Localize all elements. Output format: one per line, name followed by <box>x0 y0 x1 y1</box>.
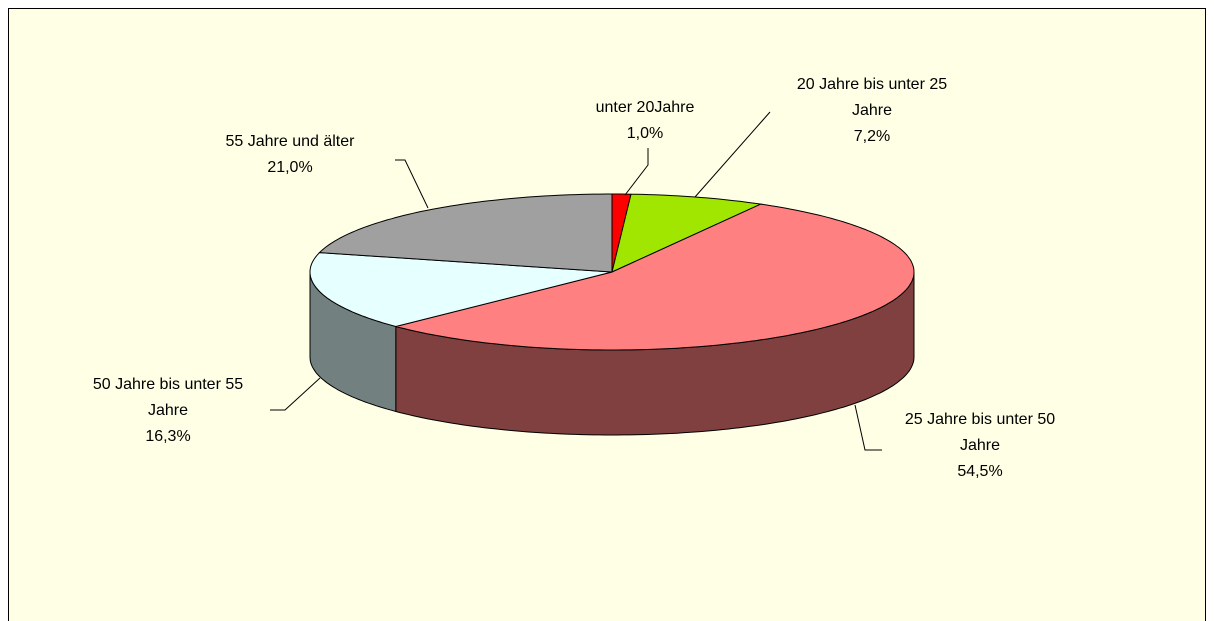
label-value: 1,0% <box>626 125 664 142</box>
leader-line <box>854 404 882 451</box>
data-label: 55 Jahre und älter 21,0% <box>195 129 385 181</box>
slice <box>309 252 613 328</box>
leader-line <box>395 159 429 209</box>
data-label: 20 Jahre bis unter 25 Jahre 7,2% <box>777 72 967 150</box>
data-label: 50 Jahre bis unter 55 Jahre 16,3% <box>73 372 263 450</box>
label-category: unter 20Jahre <box>595 99 695 116</box>
leader-line <box>270 377 321 411</box>
label-category: 50 Jahre bis unter 55 Jahre <box>92 376 244 419</box>
label-value: 16,3% <box>145 428 191 445</box>
label-category: 20 Jahre bis unter 25 Jahre <box>796 76 948 119</box>
leader-line <box>624 148 649 196</box>
slice <box>611 193 763 273</box>
data-label: unter 20Jahre 1,0% <box>550 95 740 147</box>
slice <box>318 193 613 273</box>
label-value: 54,5% <box>957 463 1003 480</box>
label-category: 25 Jahre bis unter 50 Jahre <box>904 411 1056 454</box>
label-value: 7,2% <box>853 128 891 145</box>
data-label: 25 Jahre bis unter 50 Jahre 54,5% <box>885 407 1075 485</box>
slice <box>395 203 915 351</box>
label-value: 21,0% <box>267 159 313 176</box>
leader-line <box>694 111 771 198</box>
label-category: 55 Jahre und älter <box>225 133 355 150</box>
